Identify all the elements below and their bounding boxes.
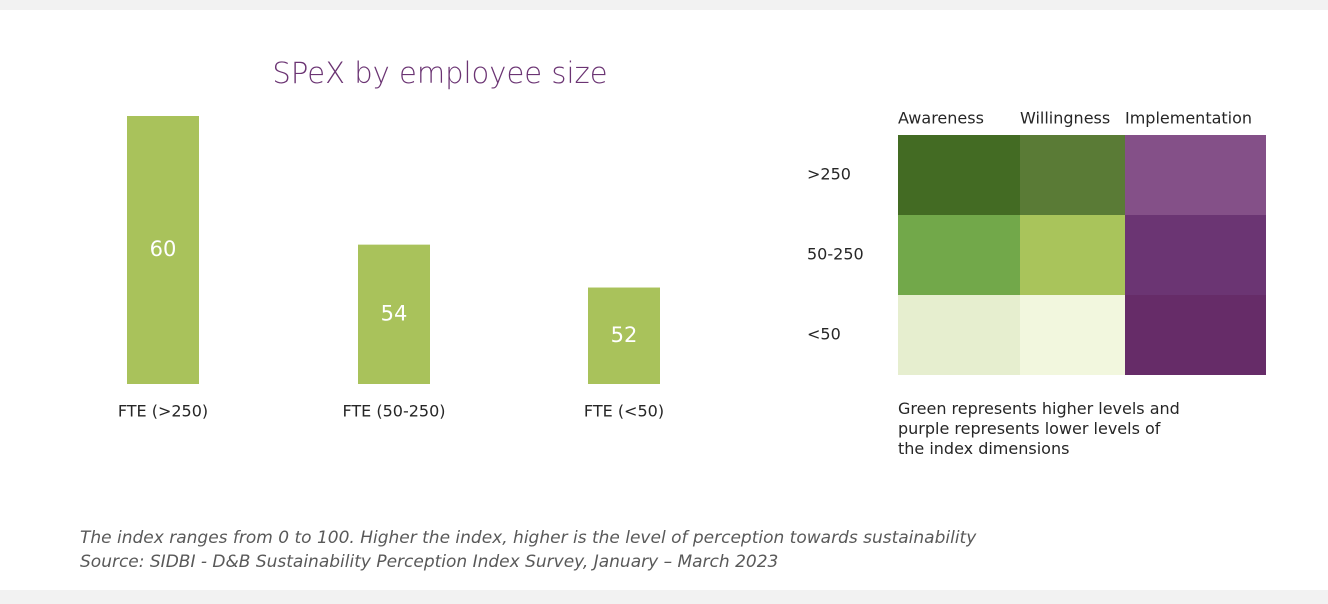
heat-cell (898, 215, 1020, 295)
heat-cell (1020, 215, 1125, 295)
row-label: 50-250 (807, 245, 864, 264)
column-label: Implementation (1125, 109, 1252, 128)
heat-cell (1125, 135, 1266, 215)
heat-cell (1125, 215, 1266, 295)
heat-cell (898, 295, 1020, 375)
x-tick-label: FTE (<50) (584, 402, 664, 421)
heat-cell (1020, 135, 1125, 215)
heat-cell (1020, 295, 1125, 375)
row-label: >250 (807, 165, 851, 184)
x-tick-label: FTE (50-250) (342, 402, 445, 421)
column-label: Awareness (898, 109, 984, 128)
chart-title: SPeX by employee size (272, 56, 607, 90)
row-label: <50 (807, 325, 841, 344)
footnote: The index ranges from 0 to 100. Higher t… (80, 528, 977, 548)
value-label: 60 (150, 237, 177, 261)
value-label: 52 (611, 323, 638, 347)
x-tick-label: FTE (>250) (118, 402, 208, 421)
heat-cell (898, 135, 1020, 215)
heat-cell (1125, 295, 1266, 375)
source: Source: SIDBI - D&B Sustainability Perce… (80, 552, 778, 572)
value-label: 54 (381, 301, 408, 325)
column-label: Willingness (1020, 109, 1110, 128)
